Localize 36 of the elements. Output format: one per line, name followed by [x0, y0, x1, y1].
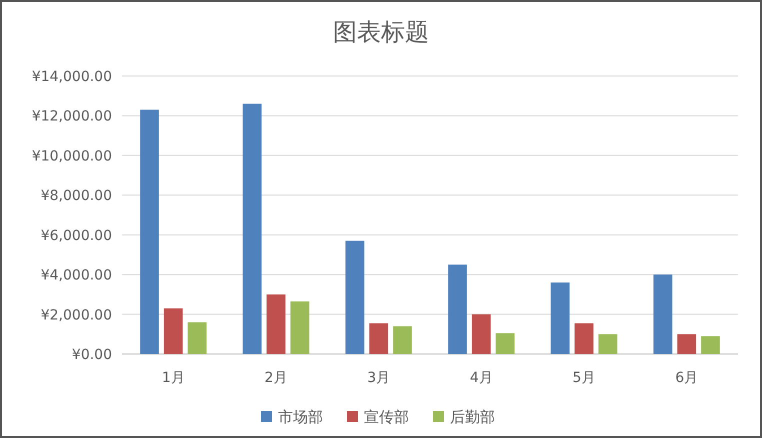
- chart-title: 图表标题: [333, 18, 429, 46]
- bar: [472, 314, 491, 354]
- x-tick-label: 1月: [162, 370, 185, 386]
- x-tick-label: 2月: [264, 370, 288, 386]
- y-tick-label: ¥10,000.00: [32, 148, 112, 164]
- x-tick-label: 5月: [572, 370, 596, 386]
- y-tick-label: ¥0.00: [72, 347, 112, 363]
- legend-label: 市场部: [278, 408, 323, 426]
- bar: [242, 104, 262, 354]
- x-tick-label: 3月: [367, 370, 390, 386]
- bar: [164, 308, 183, 354]
- bar: [266, 294, 286, 354]
- y-tick-label: ¥8,000.00: [40, 188, 112, 204]
- bar: [550, 282, 570, 354]
- x-tick-label: 4月: [470, 370, 493, 386]
- bar: [140, 110, 159, 354]
- bar: [653, 274, 672, 354]
- legend-label: 宣传部: [364, 408, 409, 426]
- x-tick-label: 6月: [675, 370, 698, 386]
- bar: [290, 301, 310, 354]
- legend-label: 后勤部: [450, 408, 495, 426]
- bar: [677, 334, 696, 354]
- y-tick-label: ¥14,000.00: [32, 69, 112, 85]
- y-tick-label: ¥4,000.00: [40, 268, 112, 284]
- bar: [188, 322, 207, 354]
- bar: [345, 240, 364, 354]
- bar: [598, 334, 618, 354]
- bar: [574, 323, 594, 354]
- y-tick-label: ¥6,000.00: [40, 228, 112, 244]
- bar: [701, 336, 720, 354]
- bar: [448, 264, 467, 354]
- y-tick-label: ¥12,000.00: [32, 108, 112, 125]
- bar: [369, 323, 388, 354]
- bar: [393, 326, 412, 354]
- y-tick-label: ¥2,000.00: [40, 307, 112, 324]
- bar: [496, 333, 515, 354]
